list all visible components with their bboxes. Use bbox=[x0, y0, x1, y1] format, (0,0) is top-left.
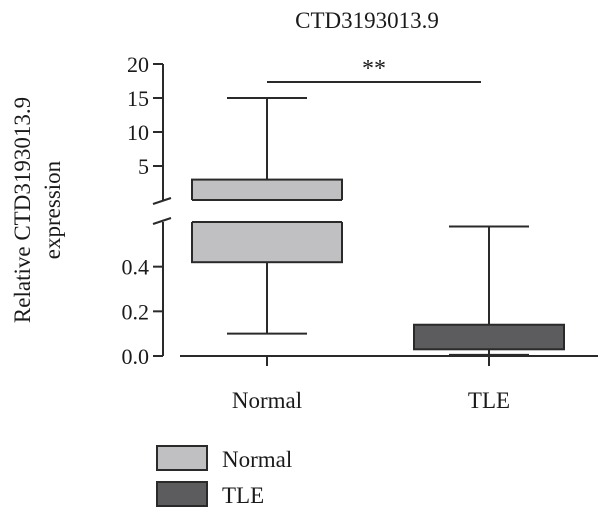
y-axis-label: Relative CTD3193013.9 expression bbox=[10, 97, 65, 323]
y-tick-label: 0.0 bbox=[122, 344, 150, 369]
axis-break-gap bbox=[180, 200, 598, 222]
y-axis-label-line2: expression bbox=[40, 160, 65, 259]
axis-break-mark bbox=[152, 197, 172, 205]
plot-area: 0.0 0.2 0.4 5 10 15 20 Normal TLE ** bbox=[122, 52, 598, 413]
box-tle bbox=[413, 323, 565, 351]
legend-swatch-tle bbox=[156, 481, 208, 507]
y-axis-label-line1: Relative CTD3193013.9 bbox=[10, 97, 35, 323]
y-tick-label: 5 bbox=[138, 154, 149, 179]
legend-swatch-normal bbox=[156, 445, 208, 471]
axis-break-mark bbox=[152, 217, 172, 225]
chart-title: CTD3193013.9 bbox=[295, 8, 439, 33]
legend: Normal TLE bbox=[156, 445, 292, 508]
y-tick-label: 0.2 bbox=[122, 299, 150, 324]
x-tick-label: Normal bbox=[232, 388, 302, 413]
y-tick-label: 20 bbox=[127, 52, 149, 77]
legend-label-normal: Normal bbox=[222, 447, 292, 472]
legend-label-tle: TLE bbox=[222, 483, 264, 508]
y-tick-label: 10 bbox=[127, 120, 149, 145]
y-tick-label: 0.4 bbox=[122, 255, 150, 280]
y-tick-label: 15 bbox=[127, 86, 149, 111]
significance-label: ** bbox=[362, 56, 386, 82]
x-tick-label: TLE bbox=[468, 388, 510, 413]
